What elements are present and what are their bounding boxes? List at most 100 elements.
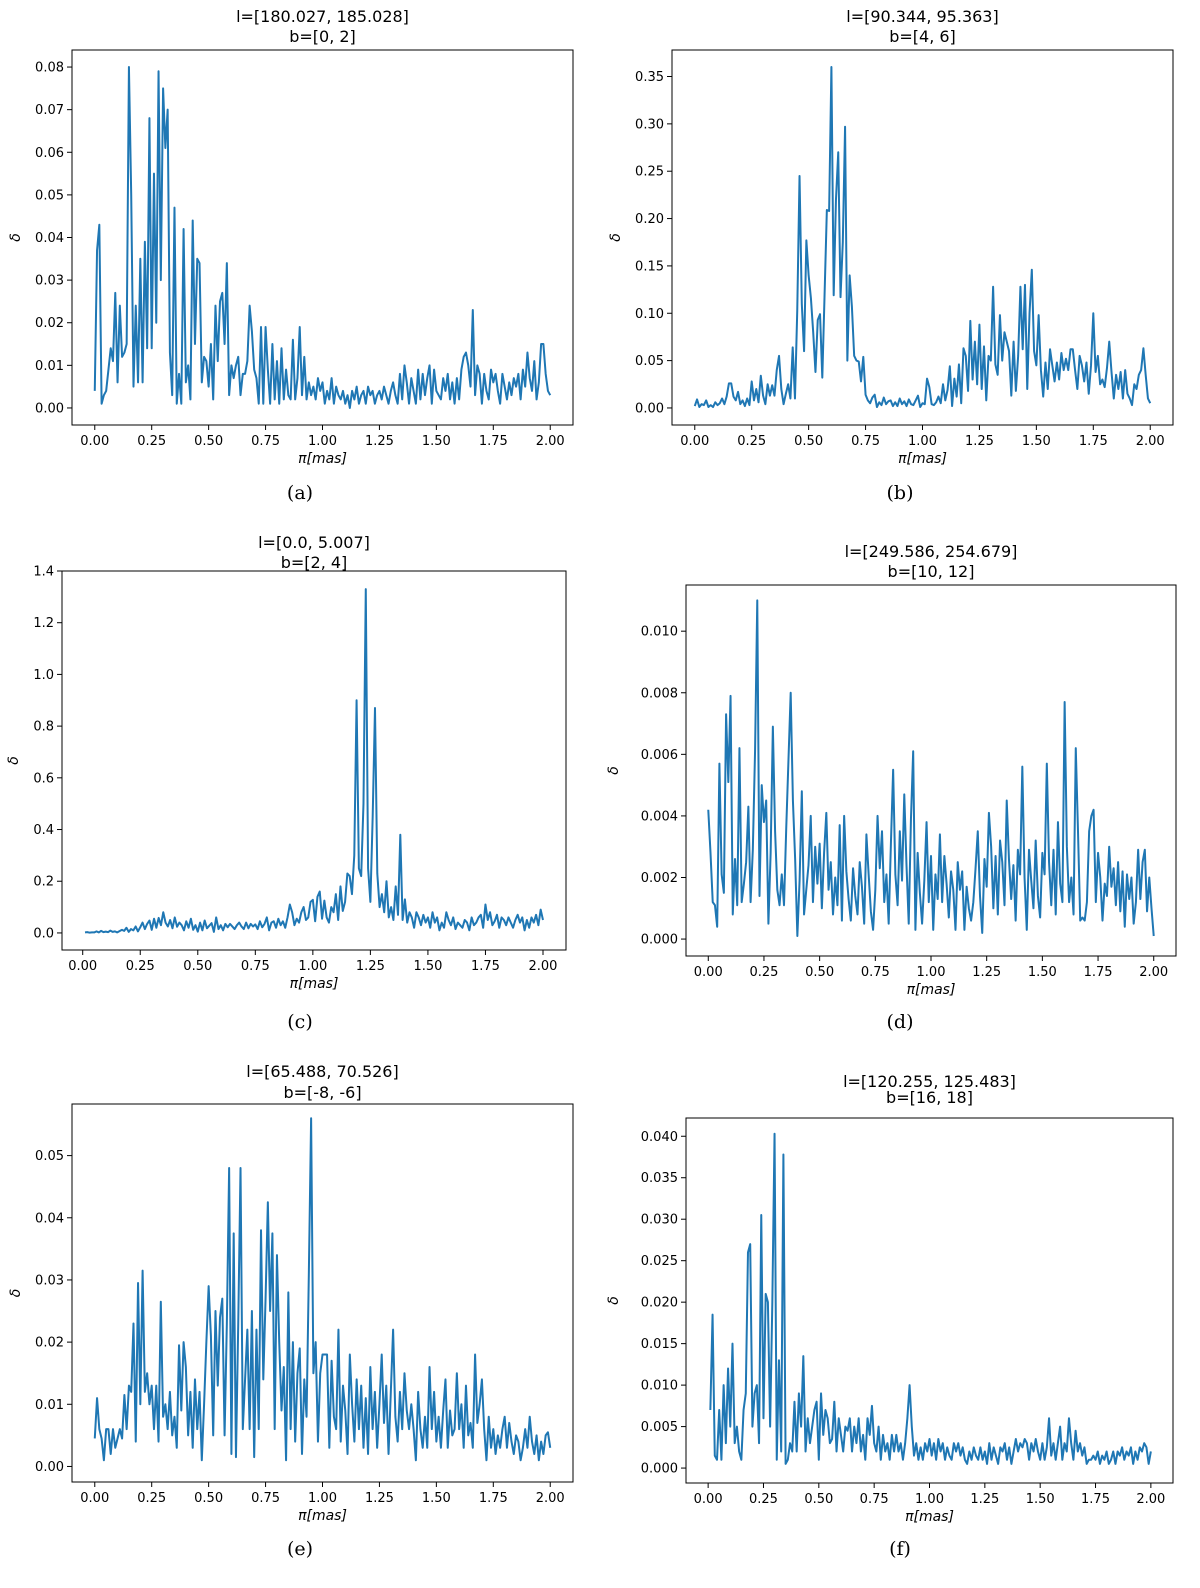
y-axis-label-f: δ bbox=[606, 1296, 622, 1305]
x-tick-label-b-4: 1.00 bbox=[908, 434, 937, 449]
y-tick-label-c-4: 0.8 bbox=[33, 720, 54, 735]
chart-b: l=[90.344, 95.363]b=[4, 6] 0.00 0.25 0.50 0.… bbox=[608, 7, 1174, 467]
x-tick-label-d-4: 1.00 bbox=[917, 965, 946, 980]
y-tick-label-f-2: 0.010 bbox=[641, 1379, 678, 1394]
y-tick-label-d-1: 0.002 bbox=[641, 871, 678, 886]
x-tick-label-c-7: 1.75 bbox=[471, 959, 500, 974]
chart-title-l-a: l=[180.027, 185.028] bbox=[236, 7, 409, 26]
y-tick-label-a-1: 0.01 bbox=[35, 359, 64, 374]
y-tick-label-e-2: 0.02 bbox=[35, 1336, 64, 1351]
chart-title-l-b: l=[90.344, 95.363] bbox=[846, 7, 998, 26]
y-tick-label-c-0: 0.0 bbox=[33, 926, 54, 941]
chart-title-l-d: l=[249.586, 254.679] bbox=[845, 542, 1018, 561]
series-line-b bbox=[693, 66, 1152, 409]
y-tick-label-d-3: 0.006 bbox=[641, 748, 678, 763]
x-tick-label-a-3: 0.75 bbox=[251, 434, 280, 449]
y-tick-label-f-8: 0.040 bbox=[641, 1130, 678, 1145]
chart-d: l=[249.586, 254.679]b=[10, 12] 0.00 0.25 0.… bbox=[606, 542, 1177, 998]
y-tick-label-a-6: 0.06 bbox=[35, 146, 64, 161]
x-tick-label-f-8: 2.00 bbox=[1136, 1492, 1165, 1507]
x-tick-label-d-6: 1.50 bbox=[1028, 965, 1057, 980]
x-tick-label-c-2: 0.50 bbox=[183, 959, 212, 974]
panel-c: l=[0.0, 5.007] b=[2, 4] 0.00 0.25 0.50 0.75 1.… bbox=[0, 529, 600, 1058]
series-line-d bbox=[707, 599, 1155, 937]
chart-title-b-a: b=[0, 2] bbox=[289, 27, 356, 46]
x-tick-label-e-1: 0.25 bbox=[137, 1491, 166, 1506]
series-line-a bbox=[93, 66, 552, 409]
x-tick-label-a-2: 0.50 bbox=[194, 434, 223, 449]
y-axis-label-c: δ bbox=[6, 756, 22, 765]
chart-c: l=[0.0, 5.007]b=[2, 4] 0.00 0.25 0.50 0.75 1.… bbox=[6, 533, 567, 992]
chart-f: l=[120.255, 125.483]b=[16, 18] 0.00 0.25 0.… bbox=[606, 1072, 1174, 1525]
caption-e: (e) bbox=[286, 1538, 314, 1560]
x-tick-label-e-3: 0.75 bbox=[251, 1491, 280, 1506]
y-tick-label-f-1: 0.005 bbox=[641, 1420, 678, 1435]
y-tick-label-a-8: 0.08 bbox=[35, 61, 64, 76]
x-tick-label-e-7: 1.75 bbox=[479, 1491, 508, 1506]
x-tick-label-a-1: 0.25 bbox=[137, 434, 166, 449]
caption-d: (d) bbox=[886, 1011, 914, 1033]
y-axis-label-e: δ bbox=[8, 1289, 24, 1298]
plot-frame-c bbox=[61, 570, 567, 951]
y-tick-label-e-4: 0.04 bbox=[35, 1211, 64, 1226]
plot-frame-b bbox=[671, 49, 1174, 426]
y-tick-label-c-5: 1.0 bbox=[33, 668, 54, 683]
y-tick-label-e-1: 0.01 bbox=[35, 1398, 64, 1413]
x-tick-label-f-6: 1.50 bbox=[1026, 1492, 1055, 1507]
x-tick-label-e-2: 0.50 bbox=[194, 1491, 223, 1506]
x-tick-label-c-6: 1.50 bbox=[413, 959, 442, 974]
chart-title-b-b: b=[4, 6] bbox=[889, 27, 956, 46]
caption-f: (f) bbox=[889, 1538, 911, 1560]
y-tick-label-f-6: 0.030 bbox=[641, 1213, 678, 1228]
x-tick-label-a-5: 1.25 bbox=[365, 434, 394, 449]
series-line-e bbox=[93, 1117, 552, 1462]
panel-a: l=[180.027, 185.028] b=[0, 2] 0.00 0.25 0.50… bbox=[0, 0, 600, 529]
chart-title-l-f: l=[120.255, 125.483] bbox=[843, 1072, 1016, 1091]
chart-title-b-f: b=[16, 18] bbox=[886, 1088, 973, 1107]
x-axis-label-e: π[mas] bbox=[298, 1508, 347, 1524]
x-tick-label-d-3: 0.75 bbox=[861, 965, 890, 980]
x-tick-label-c-1: 0.25 bbox=[126, 959, 155, 974]
y-tick-label-b-6: 0.30 bbox=[635, 117, 664, 132]
x-tick-label-a-4: 1.00 bbox=[308, 434, 337, 449]
x-tick-label-d-8: 2.00 bbox=[1139, 965, 1168, 980]
x-tick-label-f-5: 1.25 bbox=[970, 1492, 999, 1507]
x-axis-label-f: π[mas] bbox=[905, 1509, 954, 1525]
y-axis-label-d: δ bbox=[606, 766, 622, 775]
x-tick-label-c-0: 0.00 bbox=[68, 959, 97, 974]
x-tick-label-a-8: 2.00 bbox=[536, 434, 565, 449]
panel-e: l=[65.488, 70.526] b=[-8, -6] 0.00 0.25 0.50… bbox=[0, 1058, 600, 1587]
x-axis-label-d: π[mas] bbox=[907, 982, 956, 998]
x-tick-label-e-8: 2.00 bbox=[536, 1491, 565, 1506]
caption-a: (a) bbox=[286, 482, 314, 504]
caption-c: (c) bbox=[287, 1011, 313, 1033]
x-tick-label-b-6: 1.50 bbox=[1022, 434, 1051, 449]
y-tick-label-a-7: 0.07 bbox=[35, 103, 64, 118]
x-tick-label-b-5: 1.25 bbox=[965, 434, 994, 449]
y-tick-label-e-0: 0.00 bbox=[35, 1460, 64, 1475]
panel-d: l=[249.586, 254.679] b=[10, 12] 0.00 0.25 0.… bbox=[600, 529, 1200, 1058]
y-tick-label-c-6: 1.2 bbox=[33, 616, 54, 631]
y-axis-label-b: δ bbox=[608, 233, 624, 242]
y-tick-label-a-4: 0.04 bbox=[35, 231, 64, 246]
chart-title-l-e: l=[65.488, 70.526] bbox=[246, 1062, 398, 1081]
y-tick-label-d-4: 0.008 bbox=[641, 686, 678, 701]
x-tick-label-f-0: 0.00 bbox=[694, 1492, 723, 1507]
plot-frame-f bbox=[685, 1117, 1174, 1484]
y-tick-label-b-1: 0.05 bbox=[635, 354, 664, 369]
x-tick-label-c-5: 1.25 bbox=[356, 959, 385, 974]
y-tick-label-c-3: 0.6 bbox=[33, 771, 54, 786]
series-line-c bbox=[84, 588, 544, 934]
x-tick-label-d-2: 0.50 bbox=[805, 965, 834, 980]
y-tick-label-c-2: 0.4 bbox=[33, 823, 54, 838]
y-tick-label-f-7: 0.035 bbox=[641, 1171, 678, 1186]
y-tick-label-d-0: 0.000 bbox=[641, 933, 678, 948]
x-tick-label-f-2: 0.50 bbox=[804, 1492, 833, 1507]
x-tick-label-e-6: 1.50 bbox=[422, 1491, 451, 1506]
x-tick-label-f-7: 1.75 bbox=[1081, 1492, 1110, 1507]
x-tick-label-a-0: 0.00 bbox=[80, 434, 109, 449]
y-tick-label-b-5: 0.25 bbox=[635, 165, 664, 180]
y-tick-label-b-0: 0.00 bbox=[635, 401, 664, 416]
x-tick-label-d-1: 0.25 bbox=[749, 965, 778, 980]
y-tick-label-b-2: 0.10 bbox=[635, 307, 664, 322]
